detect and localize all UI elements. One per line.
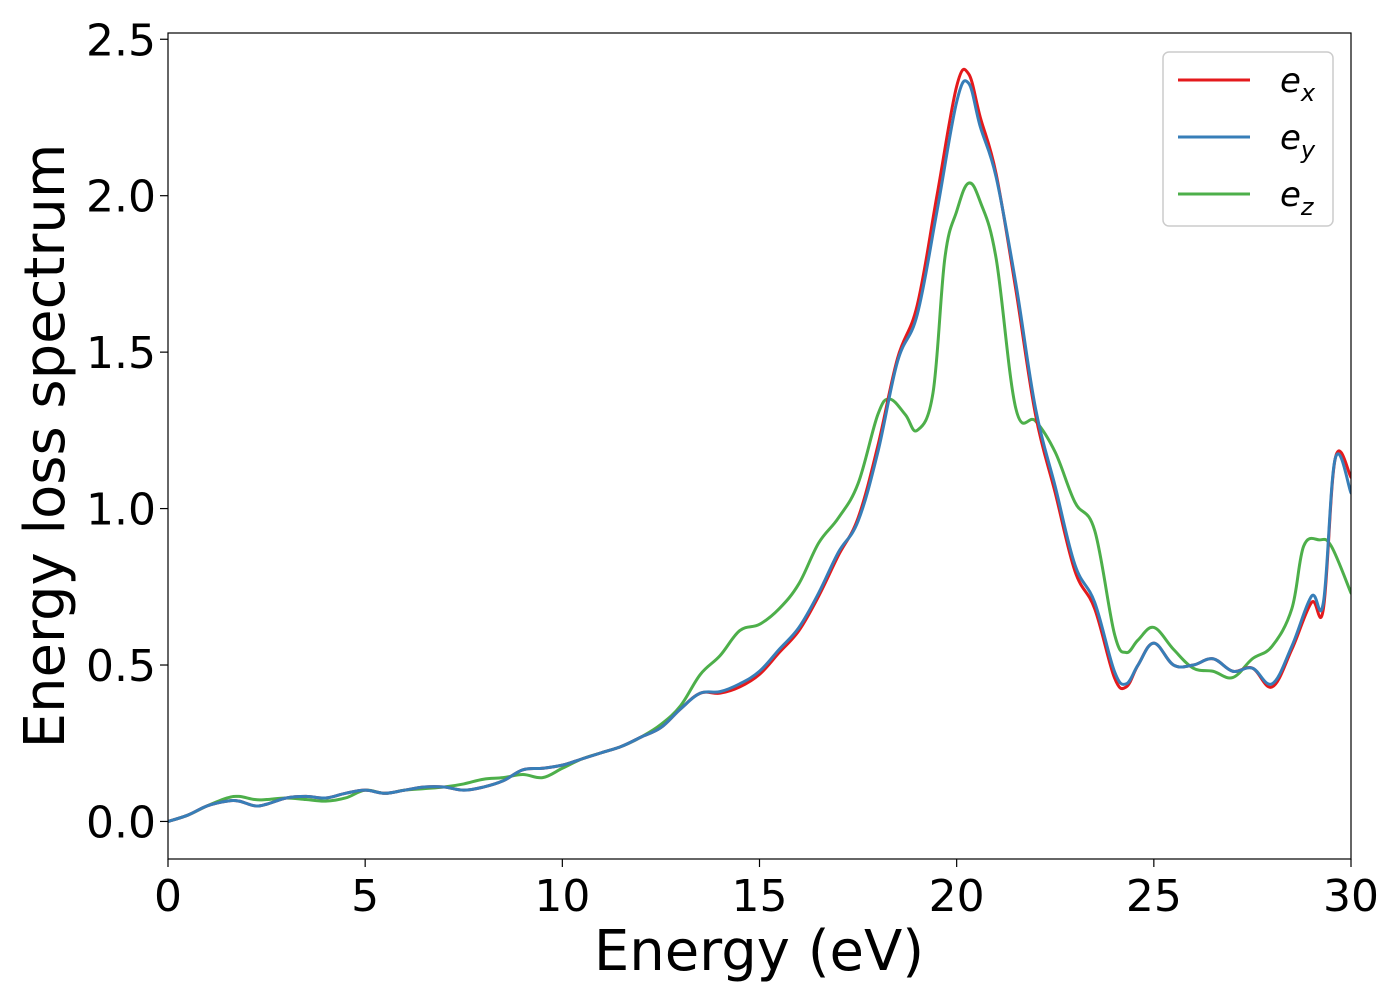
legend-label-subscript: y: [1300, 136, 1316, 164]
legend-label-base: e: [1280, 61, 1301, 101]
x-tick-label: 20: [929, 871, 985, 922]
legend-label-subscript: z: [1300, 193, 1315, 221]
y-tick-label: 0.5: [86, 641, 156, 692]
series-line-e-y: [168, 79, 1351, 823]
y-tick-label: 1.0: [86, 485, 156, 536]
y-axis: 0.0 0.5 1.0 1.5 2.0 2.5: [86, 15, 168, 848]
x-tick-label: 15: [732, 871, 788, 922]
legend-label-base: e: [1280, 118, 1301, 158]
x-axis: 0 5 10 15 20 25 30: [154, 859, 1379, 922]
x-tick-label: 25: [1126, 871, 1182, 922]
x-tick-label: 10: [534, 871, 590, 922]
plot-background: [168, 33, 1351, 859]
x-tick-label: 5: [351, 871, 379, 922]
y-tick-label: 1.5: [86, 328, 156, 379]
y-axis-title: Energy loss spectrum: [13, 144, 78, 749]
legend-label-subscript: x: [1300, 79, 1316, 107]
x-tick-label: 0: [154, 871, 182, 922]
x-tick-label: 30: [1323, 871, 1379, 922]
legend-label-base: e: [1280, 175, 1301, 215]
legend-label: ez: [1280, 175, 1315, 221]
y-tick-label: 2.0: [86, 172, 156, 223]
y-tick-label: 2.5: [86, 15, 156, 66]
y-tick-label: 0.0: [86, 797, 156, 848]
legend-label: ey: [1280, 118, 1316, 164]
x-axis-title: Energy (eV): [594, 919, 924, 984]
legend-box: [1162, 51, 1334, 227]
legend-label: ex: [1280, 61, 1316, 107]
series-layer: [168, 67, 1351, 823]
